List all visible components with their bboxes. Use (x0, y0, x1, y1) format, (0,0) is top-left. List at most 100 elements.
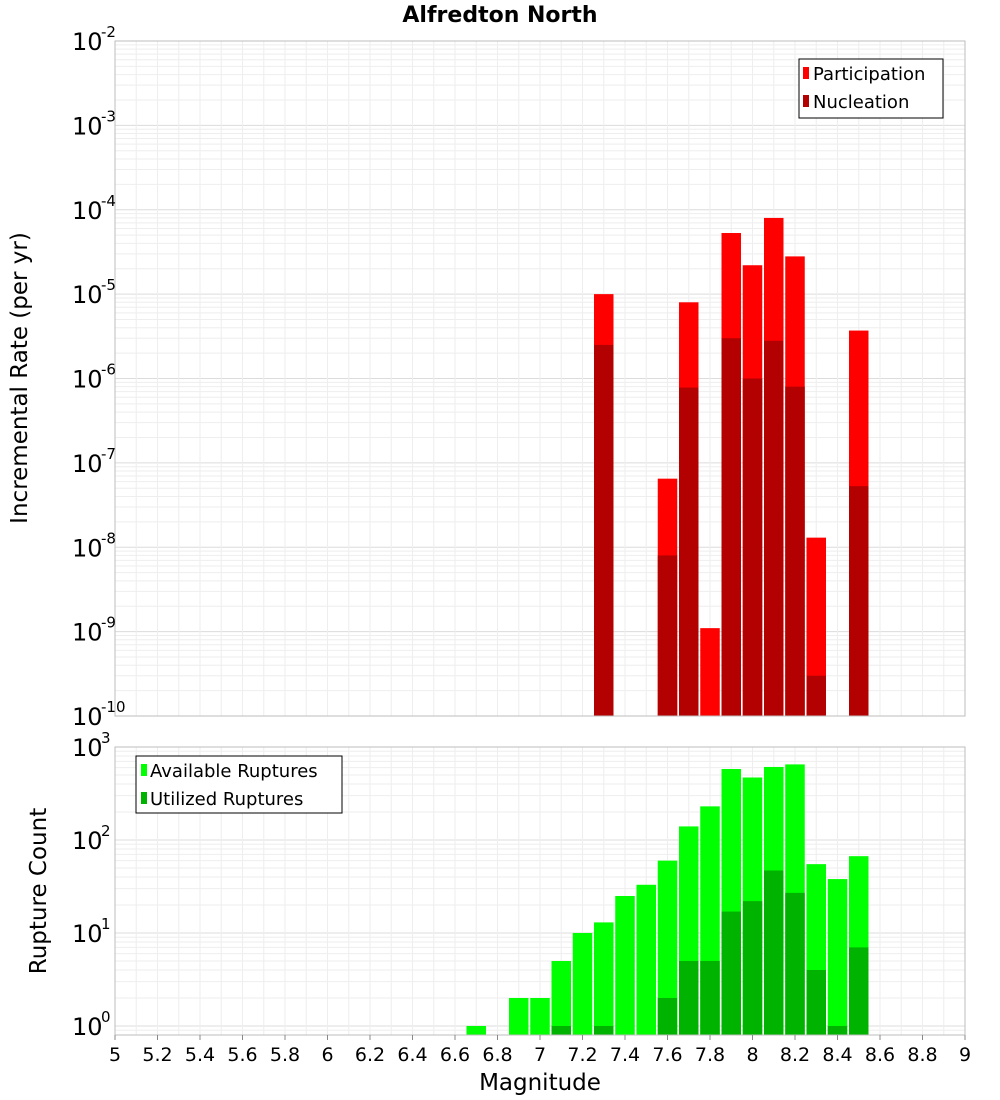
y-tick-label: 10 (72, 112, 103, 140)
y-tick-exponent: -3 (101, 107, 116, 125)
utilized-ruptures-bar (827, 1025, 848, 1035)
legend-utilized-swatch (141, 792, 147, 804)
x-tick-label: 6.6 (440, 1044, 470, 1066)
nucleation-bar (679, 387, 699, 716)
utilized-ruptures-bar (594, 1025, 614, 1035)
available-ruptures-bar (636, 884, 656, 1035)
x-tick-label: 6 (321, 1044, 333, 1066)
x-tick-label: 8.2 (780, 1044, 810, 1066)
y-tick-exponent: 0 (101, 1008, 111, 1026)
nucleation-bar (849, 486, 869, 716)
utilized-ruptures-bar (849, 947, 869, 1035)
rate-y-ticks: 10-210-310-410-510-610-710-810-910-10 (72, 23, 126, 731)
x-tick-label: 5 (109, 1044, 121, 1066)
utilized-ruptures-bar (700, 960, 720, 1035)
y-tick-exponent: 3 (101, 729, 111, 747)
x-tick-label: 5.4 (185, 1044, 215, 1066)
utilized-ruptures-bar (806, 969, 826, 1035)
x-tick-label: 7.4 (610, 1044, 640, 1066)
y-tick-label: 10 (72, 281, 103, 309)
y-tick-exponent: -6 (101, 361, 116, 379)
y-tick-exponent: 2 (101, 822, 111, 840)
nucleation-bar (785, 386, 805, 716)
x-tick-label: 6.4 (397, 1044, 427, 1066)
legend-nucleation-swatch (803, 95, 809, 107)
rate-panel: 10-210-310-410-510-610-710-810-910-10 In… (7, 23, 966, 731)
rate-legend: Participation Nucleation (798, 58, 944, 119)
nucleation-bar (742, 378, 763, 716)
y-tick-label: 10 (72, 703, 103, 731)
rate-plot-frame (114, 40, 966, 717)
available-ruptures-bar (466, 1025, 486, 1035)
y-tick-label: 10 (72, 28, 103, 56)
legend-participation-label: Participation (813, 64, 925, 85)
nucleation-bar (806, 675, 826, 716)
count-legend-box (135, 755, 343, 814)
x-tick-label: 8 (746, 1044, 758, 1066)
rate-bars (594, 217, 869, 716)
magnitude-x-ticks: 5 5.2 5.4 5.6 5.8 6 6.2 6.4 6.6 6.8 7 7.2 7.4 7.6 7.8 8… (109, 1035, 971, 1066)
participation-bar (806, 537, 826, 716)
y-tick-label: 10 (72, 366, 103, 394)
nucleation-bar (594, 344, 614, 716)
available-ruptures-bar (509, 997, 529, 1035)
y-tick-label: 10 (72, 534, 103, 562)
x-tick-label: 6.2 (355, 1044, 385, 1066)
nucleation-bar (764, 340, 784, 716)
y-tick-label: 10 (72, 920, 103, 948)
legend-participation-swatch (803, 67, 809, 79)
available-ruptures-bar (551, 960, 571, 1035)
available-ruptures-bar (615, 895, 635, 1035)
nucleation-bar (721, 338, 741, 716)
participation-bar (700, 628, 720, 716)
available-ruptures-bar (827, 879, 848, 1035)
y-tick-label: 10 (72, 619, 103, 647)
y-tick-exponent: -9 (101, 614, 116, 632)
x-tick-label: 5.2 (142, 1044, 172, 1066)
y-tick-label: 10 (72, 450, 103, 478)
count-y-axis-title: Rupture Count (26, 808, 52, 974)
x-tick-label: 8.8 (907, 1044, 937, 1066)
legend-utilized-label: Utilized Ruptures (150, 789, 303, 810)
legend-available-swatch (141, 764, 147, 776)
rate-legend-box (798, 58, 944, 119)
nucleation-bar (657, 555, 678, 716)
x-tick-label: 7 (534, 1044, 546, 1066)
x-tick-label: 8.6 (865, 1044, 895, 1066)
utilized-ruptures-bar (657, 997, 678, 1035)
utilized-ruptures-bar (551, 1025, 571, 1035)
x-tick-label: 8.4 (822, 1044, 852, 1066)
y-tick-exponent: -10 (101, 698, 126, 716)
utilized-ruptures-bar (785, 892, 805, 1035)
rate-y-axis-title: Incremental Rate (per yr) (7, 232, 33, 524)
count-bars (466, 764, 869, 1035)
magnitude-x-axis-title: Magnitude (479, 1070, 601, 1096)
rate-grid (114, 41, 966, 717)
y-tick-label: 10 (72, 827, 103, 855)
chart-title: Alfredton North (402, 3, 597, 28)
legend-available-label: Available Ruptures (150, 761, 318, 782)
x-tick-label: 5.8 (270, 1044, 300, 1066)
utilized-ruptures-bar (721, 911, 741, 1035)
utilized-ruptures-bar (742, 901, 763, 1035)
available-ruptures-bar (530, 997, 550, 1035)
y-tick-label: 10 (72, 1013, 103, 1041)
x-tick-label: 7.8 (695, 1044, 725, 1066)
y-tick-label: 10 (72, 197, 103, 225)
available-ruptures-bar (572, 932, 593, 1035)
x-tick-label: 9 (959, 1044, 971, 1066)
y-tick-exponent: -5 (101, 276, 116, 294)
count-legend: Available Ruptures Utilized Ruptures (135, 755, 343, 814)
x-tick-label: 6.8 (482, 1044, 512, 1066)
x-tick-label: 7.2 (567, 1044, 597, 1066)
available-ruptures-bar (594, 922, 614, 1035)
y-tick-exponent: -2 (101, 23, 116, 41)
x-tick-label: 5.6 (227, 1044, 257, 1066)
y-tick-exponent: 1 (101, 915, 111, 933)
x-tick-label: 7.6 (652, 1044, 682, 1066)
available-ruptures-bar (657, 860, 678, 1035)
legend-nucleation-label: Nucleation (813, 92, 909, 113)
